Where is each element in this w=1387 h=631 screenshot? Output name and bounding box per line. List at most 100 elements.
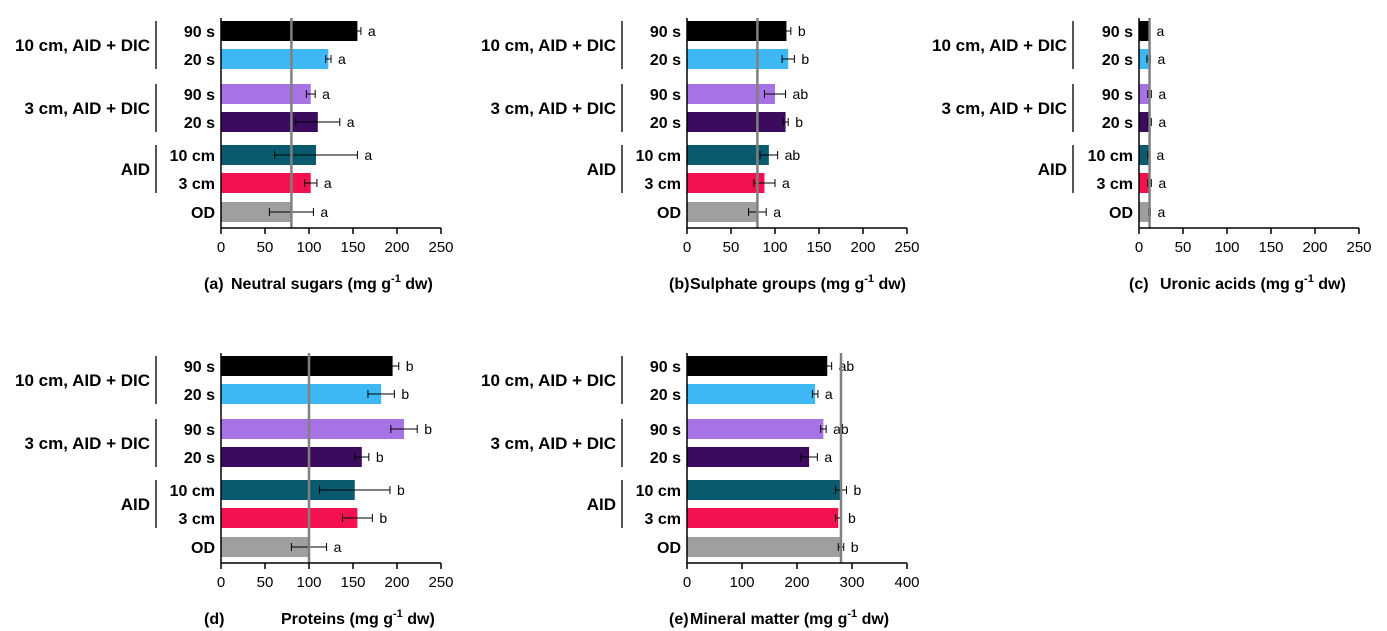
bar-7 — [221, 537, 309, 557]
bar-1 — [221, 356, 393, 376]
significance-letter: a — [1158, 175, 1166, 191]
significance-letter: b — [848, 510, 856, 526]
category-label: 90 s — [650, 359, 681, 376]
x-tick-label: 0 — [683, 574, 691, 591]
significance-letter: b — [801, 51, 809, 67]
significance-letter: b — [851, 539, 859, 555]
category-label: 20 s — [1102, 115, 1133, 132]
bar-7 — [687, 202, 758, 222]
category-label: 20 s — [650, 387, 681, 404]
category-label: 3 cm — [645, 176, 681, 193]
significance-letter: a — [1157, 204, 1165, 220]
bar-2 — [687, 49, 789, 69]
bar-5 — [221, 480, 355, 500]
panel-letter: (a) — [204, 276, 224, 293]
significance-letter: a — [1158, 114, 1166, 130]
significance-letter: a — [334, 539, 342, 555]
group-label: 10 cm, AID + DIC — [481, 371, 616, 390]
bar-1 — [687, 356, 828, 376]
category-label: OD — [1109, 205, 1133, 222]
significance-letter: a — [1157, 147, 1165, 163]
category-label: OD — [657, 205, 681, 222]
x-tick-label: 250 — [428, 239, 453, 256]
x-tick-label: 50 — [257, 239, 274, 256]
x-tick-label: 50 — [723, 239, 740, 256]
bar-6 — [687, 508, 839, 528]
x-tick-label: 250 — [428, 574, 453, 591]
category-label: 90 s — [650, 24, 681, 41]
category-label: 10 cm — [170, 148, 215, 165]
significance-letter: b — [401, 386, 409, 402]
category-label: 3 cm — [179, 176, 215, 193]
group-label: 3 cm, AID + DIC — [491, 99, 617, 118]
axis-title-superscript: -1 — [864, 273, 874, 285]
significance-letter: a — [824, 449, 832, 465]
x-tick-label: 150 — [1258, 239, 1283, 256]
bar-3 — [1139, 84, 1150, 104]
category-label: OD — [191, 205, 215, 222]
x-tick-label: 150 — [340, 239, 365, 256]
significance-letter: b — [376, 449, 384, 465]
axis-title-units: dw) — [874, 276, 906, 293]
x-tick-label: 100 — [296, 239, 321, 256]
bar-3 — [687, 84, 775, 104]
group-label: 3 cm, AID + DIC — [25, 99, 151, 118]
x-tick-label: 100 — [762, 239, 787, 256]
panel-d: b 90 s b 20 s b 90 s b 20 s b 10 cm b 3 cm a OD0 50 100… — [15, 353, 454, 628]
category-label: 10 cm — [170, 483, 215, 500]
bar-4 — [221, 112, 318, 132]
group-label: AID — [587, 160, 616, 179]
x-tick-label: 250 — [1346, 239, 1371, 256]
x-tick-label: 0 — [217, 574, 225, 591]
significance-letter: a — [364, 147, 372, 163]
group-label: 3 cm, AID + DIC — [25, 434, 151, 453]
bar-7 — [1139, 202, 1150, 222]
category-label: OD — [657, 540, 681, 557]
bar-2 — [221, 49, 329, 69]
bar-4 — [221, 447, 362, 467]
x-tick-label: 150 — [340, 574, 365, 591]
category-label: 20 s — [650, 52, 681, 69]
significance-letter: ab — [793, 86, 809, 102]
panel-b: b 90 s b 20 s ab 90 s b 20 s ab 10 cm a 3 cm a OD0 50 1… — [481, 18, 920, 293]
category-label: OD — [191, 540, 215, 557]
group-label: AID — [121, 160, 150, 179]
category-label: 10 cm — [636, 483, 681, 500]
x-tick-label: 100 — [729, 574, 754, 591]
bar-7 — [687, 537, 841, 557]
bar-2 — [687, 384, 816, 404]
bar-2 — [221, 384, 382, 404]
x-tick-label: 50 — [257, 574, 274, 591]
group-label: 10 cm, AID + DIC — [15, 36, 150, 55]
bar-5 — [687, 480, 841, 500]
bar-3 — [687, 419, 824, 439]
axis-title-main: Uronic acids (mg g — [1160, 276, 1304, 293]
category-label: 20 s — [184, 387, 215, 404]
category-label: 90 s — [650, 87, 681, 104]
group-label: AID — [1038, 160, 1067, 179]
x-tick-label: 200 — [784, 574, 809, 591]
significance-letter: a — [322, 86, 330, 102]
category-label: 90 s — [1102, 87, 1133, 104]
x-tick-label: 200 — [850, 239, 875, 256]
panel-a: a 90 s a 20 s a 90 s a 20 s a 10 cm a 3 cm a OD0 50 100… — [15, 18, 454, 293]
bar-2 — [1139, 49, 1149, 69]
axis-title-main: Proteins (mg g — [281, 611, 393, 628]
significance-letter: a — [782, 175, 790, 191]
x-tick-label: 0 — [1135, 239, 1143, 256]
x-tick-label: 50 — [1175, 239, 1192, 256]
group-label: 10 cm, AID + DIC — [15, 371, 150, 390]
significance-letter: a — [320, 204, 328, 220]
significance-letter: b — [406, 358, 414, 374]
panel-c: a 90 s a 20 s a 90 s a 20 s a 10 cm a 3 cm a OD0 50 100… — [932, 18, 1372, 293]
significance-letter: b — [424, 421, 432, 437]
significance-letter: a — [773, 204, 781, 220]
group-label: 10 cm, AID + DIC — [481, 36, 616, 55]
axis-title-units: dw) — [403, 611, 435, 628]
category-label: 20 s — [184, 52, 215, 69]
bar-4 — [1139, 112, 1150, 132]
category-label: 90 s — [184, 422, 215, 439]
bar-1 — [221, 21, 358, 41]
group-label: 3 cm, AID + DIC — [942, 99, 1068, 118]
